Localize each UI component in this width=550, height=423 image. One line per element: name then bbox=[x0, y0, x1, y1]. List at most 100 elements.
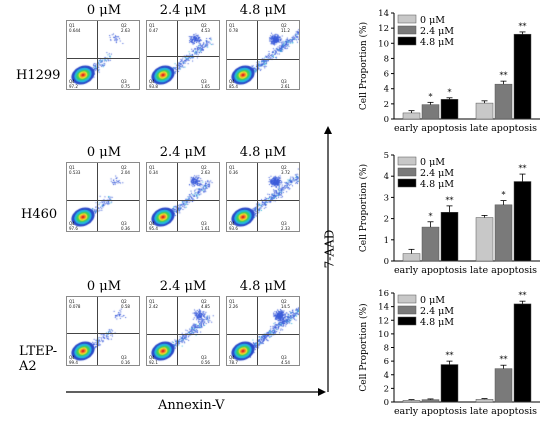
quadrant-name: Q3 bbox=[121, 221, 127, 226]
quadrant-label-q1: Q1 0.644 bbox=[69, 23, 80, 33]
y-tick-label: 14 bbox=[378, 303, 389, 313]
y-tick-label: 2 bbox=[384, 384, 389, 394]
quadrant-name: Q4 bbox=[149, 355, 155, 360]
quadrant-percent: 85.4 bbox=[229, 84, 238, 89]
row-label-h1299: H1299 bbox=[16, 68, 61, 83]
quadrant-percent: 3.72 bbox=[281, 170, 290, 175]
quadrant-name: Q2 bbox=[201, 23, 207, 28]
flow-panel-r1-c1: Q1 0.644 Q2 2.63 Q4 97.2 Q3 0.75 bbox=[66, 20, 140, 90]
y-axis-title: Cell Proportion (%) bbox=[358, 303, 369, 391]
quadrant-name: Q3 bbox=[281, 355, 287, 360]
x-category-label: late apoptosis bbox=[470, 123, 537, 134]
quadrant-percent: 0.36 bbox=[121, 226, 130, 231]
legend-swatch bbox=[397, 305, 417, 315]
quadrant-percent: 4.53 bbox=[201, 28, 210, 33]
quadrant-percent: 4.85 bbox=[201, 304, 210, 309]
flow-panel-r2-c3: Q1 0.36 Q2 3.72 Q4 93.6 Q3 2.33 bbox=[226, 162, 300, 232]
conc-header-r1-2: 4.8 μM bbox=[239, 3, 287, 18]
quadrant-percent: 92.1 bbox=[149, 360, 158, 365]
x-category-label: late apoptosis bbox=[470, 406, 537, 417]
y-tick-label: 8 bbox=[384, 54, 389, 64]
quadrant-vertical-gate bbox=[257, 163, 258, 231]
flow-panel-r2-c2: Q1 0.34 Q2 2.63 Q4 95.4 Q3 1.61 bbox=[146, 162, 220, 232]
quadrant-name: Q1 bbox=[149, 23, 155, 28]
quadrant-percent: 2.63 bbox=[121, 28, 130, 33]
quadrant-percent: 0.47 bbox=[149, 28, 158, 33]
legend-swatch bbox=[397, 156, 417, 166]
7-aad-label-text: 7-AAD bbox=[322, 229, 337, 269]
bar-late-apoptosis-series-3 bbox=[513, 33, 532, 120]
quadrant-name: Q4 bbox=[69, 221, 75, 226]
quadrant-label-q1: Q1 0.533 bbox=[69, 165, 80, 175]
quadrant-label-q1: Q1 0.47 bbox=[149, 23, 158, 33]
quadrant-horizontal-gate bbox=[67, 58, 139, 59]
quadrant-name: Q3 bbox=[121, 79, 127, 84]
quadrant-label-q1: Q1 0.34 bbox=[149, 165, 158, 175]
quadrant-percent: 11.2 bbox=[281, 28, 290, 33]
row-label-ltep-a2: LTEP- A2 bbox=[19, 344, 57, 374]
quadrant-percent: 1.65 bbox=[201, 84, 210, 89]
quadrant-percent: 0.644 bbox=[69, 28, 81, 33]
legend-swatch bbox=[397, 25, 417, 35]
quadrant-label-q2: Q2 4.53 bbox=[201, 23, 210, 33]
quadrant-percent: 99.4 bbox=[69, 360, 78, 365]
significance-marker: ** bbox=[446, 196, 454, 205]
y-tick-label: 1 bbox=[384, 236, 389, 246]
quadrant-label-q3: Q3 1.61 bbox=[201, 221, 210, 231]
y-tick-label: 6 bbox=[384, 70, 389, 80]
quadrant-percent: 14.5 bbox=[281, 304, 290, 309]
x-category-label: late apoptosis bbox=[470, 265, 537, 276]
quadrant-label-q2: Q2 2.63 bbox=[121, 23, 130, 33]
quadrant-percent: 0.78 bbox=[229, 28, 238, 33]
quadrant-horizontal-gate bbox=[227, 59, 299, 60]
quadrant-horizontal-gate bbox=[227, 334, 299, 335]
quadrant-vertical-gate bbox=[97, 163, 98, 231]
legend-label: 4.8 μM bbox=[420, 37, 454, 48]
conc-header-r2-0: 0 μM bbox=[86, 145, 122, 160]
y-tick-label: 0 bbox=[384, 257, 389, 267]
quadrant-label-q4: Q4 95.4 bbox=[149, 221, 158, 231]
bar-early-apoptosis-series-3 bbox=[440, 99, 459, 120]
quadrant-label-q1: Q1 0.36 bbox=[229, 165, 238, 175]
y-tick-label: 4 bbox=[384, 371, 389, 381]
quadrant-name: Q2 bbox=[121, 165, 127, 170]
row-label-ltep-a2-text: LTEP- A2 bbox=[19, 344, 58, 374]
quadrant-name: Q1 bbox=[229, 299, 235, 304]
y-tick-label: 2 bbox=[384, 215, 389, 225]
legend-label: 2.4 μM bbox=[420, 168, 454, 179]
bar-late-apoptosis-series-2 bbox=[494, 204, 513, 262]
flow-density-plot bbox=[147, 21, 219, 89]
bar-early-apoptosis-series-1 bbox=[402, 400, 421, 403]
legend-label: 4.8 μM bbox=[420, 317, 454, 328]
significance-marker: ** bbox=[519, 22, 527, 31]
quadrant-name: Q3 bbox=[121, 355, 127, 360]
quadrant-label-q1: Q1 2.26 bbox=[229, 299, 238, 309]
quadrant-percent: 0.58 bbox=[121, 304, 130, 309]
significance-marker: ** bbox=[500, 355, 508, 364]
quadrant-name: Q3 bbox=[201, 355, 207, 360]
quadrant-vertical-gate bbox=[257, 21, 258, 89]
legend-label: 0 μM bbox=[420, 157, 445, 168]
flow-density-plot bbox=[227, 21, 299, 89]
y-tick-label: 10 bbox=[378, 39, 389, 49]
legend-label: 2.4 μM bbox=[420, 306, 454, 317]
y-tick-label: 0 bbox=[384, 115, 389, 125]
legend-swatch bbox=[397, 178, 417, 188]
conc-header-r2-1: 2.4 μM bbox=[159, 145, 207, 160]
quadrant-percent: 0.36 bbox=[229, 170, 238, 175]
quadrant-label-q4: Q4 78.7 bbox=[229, 355, 238, 365]
quadrant-name: Q2 bbox=[201, 165, 207, 170]
legend-label: 4.8 μM bbox=[420, 179, 454, 190]
y-tick-label: 2 bbox=[384, 100, 389, 110]
quadrant-name: Q2 bbox=[201, 299, 207, 304]
bar-early-apoptosis-series-3 bbox=[440, 211, 459, 262]
flow-density-plot bbox=[147, 163, 219, 231]
x-category-label: early apoptosis bbox=[394, 123, 467, 134]
quadrant-name: Q4 bbox=[149, 221, 155, 226]
quadrant-label-q3: Q3 0.16 bbox=[121, 355, 130, 365]
quadrant-percent: 0.75 bbox=[121, 84, 130, 89]
quadrant-label-q2: Q2 2.63 bbox=[201, 165, 210, 175]
quadrant-label-q3: Q3 1.65 bbox=[201, 79, 210, 89]
